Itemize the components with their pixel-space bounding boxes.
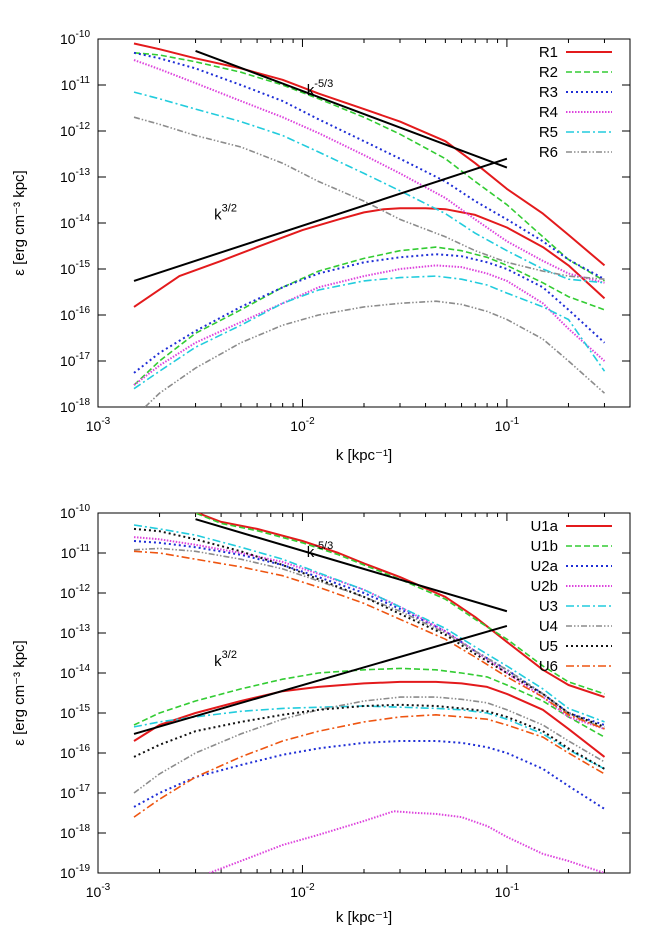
series-line-r6 xyxy=(144,300,606,407)
y-tick-label: 10-17 xyxy=(60,783,90,801)
x-tick-label: 10-1 xyxy=(495,416,520,434)
series-line-u4 xyxy=(133,547,605,730)
legend-label: R3 xyxy=(539,84,558,101)
series-line-u2b xyxy=(133,536,605,730)
legend-label: U6 xyxy=(539,658,558,675)
reference-label: k-5/3 xyxy=(307,540,333,561)
series-line-r5 xyxy=(133,91,605,284)
x-tick-label: 10-2 xyxy=(290,882,315,900)
series-line-u1b xyxy=(193,513,605,695)
reference-line xyxy=(133,624,508,735)
legend-label: R6 xyxy=(539,144,558,161)
reference-line xyxy=(133,157,508,282)
series-line-u2a xyxy=(133,740,606,810)
reference-line xyxy=(195,50,508,169)
y-tick-label: 10-14 xyxy=(60,213,90,231)
y-tick-label: 10-11 xyxy=(61,75,91,93)
reference-label: k3/2 xyxy=(214,649,237,670)
y-tick-label: 10-13 xyxy=(60,167,90,185)
reference-label: k3/2 xyxy=(214,202,237,223)
y-tick-label: 10-11 xyxy=(61,543,91,561)
series-line-u6 xyxy=(133,714,605,818)
series-line-u2b xyxy=(208,810,605,873)
x-tick-label: 10-2 xyxy=(290,416,315,434)
reference-label: k-5/3 xyxy=(307,78,333,99)
y-tick-label: 10-17 xyxy=(60,351,90,369)
y-tick-label: 10-12 xyxy=(60,121,90,139)
series-line-r2 xyxy=(133,246,605,386)
series-group xyxy=(133,513,606,873)
y-tick-label: 10-18 xyxy=(60,823,90,841)
series-line-r4 xyxy=(133,264,606,386)
series-line-u1a xyxy=(194,513,605,699)
series-line-r3 xyxy=(133,253,606,374)
legend-label: U5 xyxy=(539,638,558,655)
series-line-r6 xyxy=(133,116,605,280)
legend-label: R4 xyxy=(539,104,558,121)
legend-label: R2 xyxy=(539,64,558,81)
y-tick-label: 10-15 xyxy=(60,703,90,721)
legend-label: U2b xyxy=(530,578,558,595)
series-line-u3 xyxy=(133,705,605,770)
series-line-r5 xyxy=(133,275,606,390)
y-axis-label: ε [erg cm⁻³ kpc] xyxy=(11,640,28,745)
series-line-u2a xyxy=(133,540,605,726)
legend-label: R5 xyxy=(539,124,558,141)
legend-label: R1 xyxy=(539,44,558,61)
y-tick-label: 10-12 xyxy=(60,583,90,601)
series-line-u1a xyxy=(133,680,606,758)
y-tick-label: 10-14 xyxy=(60,663,90,681)
chart-top: 10-3 10-2 10-1 10-18 10-17 10-16 10-15 10-14 10-… xyxy=(11,29,631,464)
y-tick-label: 10-16 xyxy=(60,743,90,761)
series-line-u5 xyxy=(133,527,605,728)
y-tick-label: 10-13 xyxy=(60,623,90,641)
plot-frame xyxy=(97,512,631,874)
legend-label: U2a xyxy=(530,558,558,575)
series-line-r1 xyxy=(133,207,606,308)
chart-bottom: 10-3 10-2 10-1 10-19 10-18 10-17 10-16 10-15 10-… xyxy=(11,503,631,926)
x-tick-label: 10-1 xyxy=(495,882,520,900)
y-tick-label: 10-10 xyxy=(60,29,90,47)
x-axis-label: k [kpc⁻¹] xyxy=(336,447,392,464)
series-line-u6 xyxy=(133,550,605,730)
series-line-u4 xyxy=(133,696,605,794)
series-line-r1 xyxy=(133,42,606,267)
x-tick-label: 10-3 xyxy=(86,416,111,434)
y-axis-label: ε [erg cm⁻³ kpc] xyxy=(11,170,28,275)
legend-label: U1a xyxy=(530,518,558,535)
legend: U1a U1b U2a U2b U3 U4 U5 U6 xyxy=(530,518,612,675)
legend: R1 R2 R3 R4 R5 R6 xyxy=(539,44,612,161)
minor-ticks xyxy=(159,39,631,407)
series-line-r3 xyxy=(133,51,605,281)
y-tick-label: 10-19 xyxy=(60,863,90,881)
series-line-u1b xyxy=(133,667,605,738)
legend-label: U4 xyxy=(539,618,558,635)
y-tick-label: 10-10 xyxy=(60,503,90,521)
minor-ticks xyxy=(159,513,631,873)
series-line-r4 xyxy=(133,59,605,284)
y-tick-label: 10-18 xyxy=(60,397,90,415)
series-group xyxy=(133,42,606,407)
y-tick-label: 10-15 xyxy=(60,259,90,277)
x-axis-label: k [kpc⁻¹] xyxy=(336,909,392,926)
y-tick-label: 10-16 xyxy=(60,305,90,323)
legend-label: U3 xyxy=(539,598,558,615)
legend-label: U1b xyxy=(530,538,558,555)
reference-line xyxy=(195,518,508,613)
x-tick-label: 10-3 xyxy=(86,882,111,900)
series-line-u3 xyxy=(133,524,605,723)
